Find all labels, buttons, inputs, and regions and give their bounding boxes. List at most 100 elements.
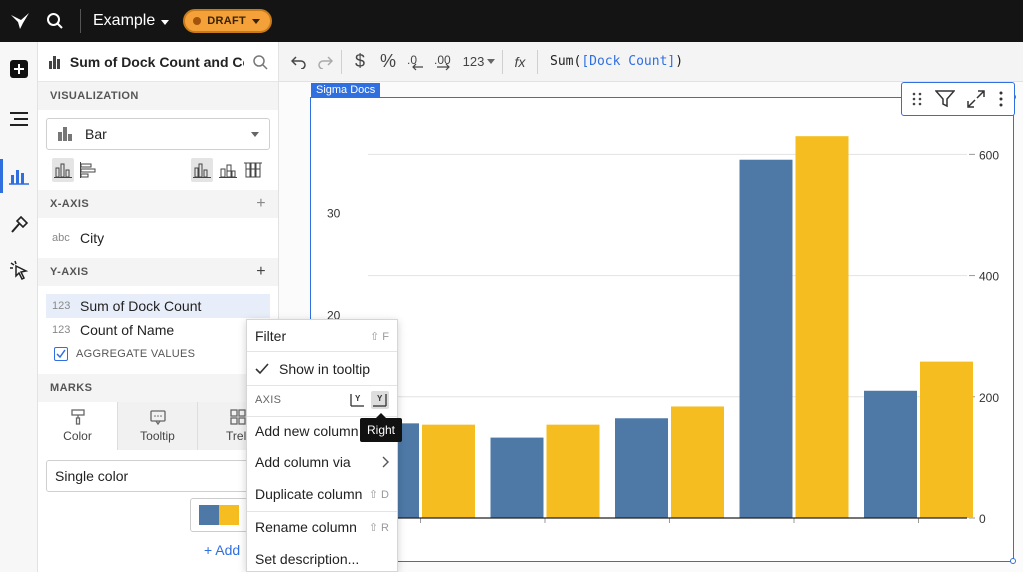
tab-tooltip[interactable]: Tooltip xyxy=(118,402,198,450)
panel-title: Sum of Dock Count and Co... xyxy=(69,53,245,70)
status-badge-label: DRAFT xyxy=(207,15,247,27)
fx-icon: fx xyxy=(514,53,526,70)
menu-item-label: Add column via xyxy=(255,454,351,470)
divider xyxy=(502,49,503,74)
formula-function: Sum( xyxy=(550,54,582,69)
chevron-down-icon xyxy=(161,19,170,25)
axis-label: AXIS xyxy=(255,394,282,406)
number-format-dropdown[interactable]: 123 xyxy=(460,42,498,82)
swatch-series1 xyxy=(199,505,219,525)
search-icon[interactable] xyxy=(40,0,70,42)
y-axis-field[interactable]: 123 Sum of Dock Count xyxy=(46,294,270,318)
outline-icon[interactable] xyxy=(0,102,38,136)
divider xyxy=(537,49,538,74)
element-tag: Sigma Docs xyxy=(311,83,381,98)
left-axis-tick-label: 30 xyxy=(327,207,341,221)
bar xyxy=(864,390,917,518)
increase-decimals-icon[interactable]: .00 xyxy=(430,42,460,82)
active-indicator xyxy=(0,159,3,193)
chevron-down-icon xyxy=(251,131,259,137)
bar xyxy=(739,159,793,518)
filter-icon[interactable] xyxy=(934,90,955,108)
checkmark-icon xyxy=(255,363,269,375)
trellis-icon xyxy=(229,409,246,425)
field-name: Sum of Dock Count xyxy=(80,298,202,314)
swatch-series2 xyxy=(219,505,239,525)
more-options-icon[interactable] xyxy=(998,91,1004,107)
chart-type-value: Bar xyxy=(85,126,107,142)
menu-item-filter[interactable]: Filter ⇧ F xyxy=(247,322,397,350)
formula-toolbar: $ % .0 .00 123 fx Sum([Dock Count]) xyxy=(279,42,1023,82)
vertical-bars-icon[interactable] xyxy=(52,158,74,182)
bar xyxy=(615,418,668,518)
x-axis-field[interactable]: abc City xyxy=(38,218,278,258)
decrease-decimals-icon[interactable]: .0 xyxy=(402,42,430,82)
document-title[interactable]: Example xyxy=(93,12,170,30)
menu-item-label: Set description... xyxy=(255,551,360,567)
color-mode-value: Single color xyxy=(55,468,129,484)
left-axis-icon[interactable]: Y xyxy=(349,392,365,408)
add-color-link[interactable]: + Add xyxy=(204,542,241,558)
checkbox-checked-icon[interactable] xyxy=(54,347,68,361)
redo-icon[interactable] xyxy=(313,42,337,82)
status-badge[interactable]: DRAFT xyxy=(183,9,273,33)
menu-item-add-new-column[interactable]: Add new column xyxy=(247,417,397,445)
expand-icon[interactable] xyxy=(967,90,985,108)
menu-item-label: Show in tooltip xyxy=(279,361,371,377)
text-type-icon: abc xyxy=(52,232,70,244)
sigma-logo-icon[interactable] xyxy=(0,0,40,42)
shortcut-hint: ⇧ D xyxy=(368,488,389,501)
undo-icon[interactable] xyxy=(285,42,313,82)
actions-cursor-icon[interactable] xyxy=(0,253,38,287)
percent-stacked-bars-icon[interactable] xyxy=(242,158,264,182)
field-name: Count of Name xyxy=(80,322,175,338)
chart-config-icon[interactable] xyxy=(0,159,38,193)
menu-item-label: Duplicate column xyxy=(255,486,363,502)
panel-header: Sum of Dock Count and Co... xyxy=(38,42,278,82)
currency-format-icon[interactable]: $ xyxy=(354,51,365,71)
menu-item-show-in-tooltip[interactable]: Show in tooltip xyxy=(247,355,397,383)
aggregate-label: AGGREGATE VALUES xyxy=(76,348,196,360)
chevron-down-icon xyxy=(252,18,261,24)
add-element-icon[interactable] xyxy=(0,52,38,86)
add-y-axis-icon[interactable]: + xyxy=(256,263,266,280)
color-swatch[interactable] xyxy=(190,498,248,532)
drag-handle-icon[interactable] xyxy=(912,91,922,107)
format-brush-icon[interactable] xyxy=(0,208,38,242)
formula-input[interactable]: Sum([Dock Count]) xyxy=(550,54,683,69)
section-label: VISUALIZATION xyxy=(50,90,139,102)
percent-format-icon[interactable]: % xyxy=(379,51,396,71)
bar-chart-icon xyxy=(58,127,72,141)
tab-color[interactable]: Color xyxy=(38,402,118,450)
right-axis-icon[interactable]: Y xyxy=(371,391,389,409)
svg-text:.0: .0 xyxy=(407,53,417,67)
bar xyxy=(795,136,849,518)
bar xyxy=(422,424,475,518)
right-axis-tick-label: 400 xyxy=(979,270,999,284)
shortcut-hint: ⇧ R xyxy=(368,521,389,534)
tooltip-icon xyxy=(149,410,166,425)
status-dot-icon xyxy=(193,17,202,25)
menu-item-set-description[interactable]: Set description... xyxy=(247,545,397,572)
add-label: Add xyxy=(215,542,241,558)
right-axis-tick-label: 600 xyxy=(979,148,999,162)
menu-item-add-column-via[interactable]: Add column via xyxy=(247,448,397,476)
aggregate-values-toggle[interactable]: AGGREGATE VALUES xyxy=(38,342,278,366)
search-icon[interactable] xyxy=(252,54,268,70)
grouped-bars-icon[interactable] xyxy=(191,158,213,182)
stacked-bars-icon[interactable] xyxy=(217,158,239,182)
menu-item-rename-column[interactable]: Rename column ⇧ R xyxy=(247,513,397,541)
chart-type-select[interactable]: Bar xyxy=(46,118,270,150)
svg-text:.00: .00 xyxy=(434,53,451,67)
resize-handle[interactable] xyxy=(1010,558,1016,564)
add-x-axis-icon[interactable]: + xyxy=(256,195,266,212)
bar xyxy=(546,424,600,518)
y-axis-field[interactable]: 123 Count of Name xyxy=(38,318,278,342)
horizontal-bars-icon[interactable] xyxy=(78,158,100,182)
menu-divider xyxy=(247,385,397,386)
element-panel: Sum of Dock Count and Co... VISUALIZATIO… xyxy=(38,42,279,572)
svg-text:Y: Y xyxy=(355,394,361,403)
divider xyxy=(341,49,342,74)
color-mode-select[interactable]: Single color xyxy=(46,460,270,492)
menu-item-duplicate-column[interactable]: Duplicate column ⇧ D xyxy=(247,480,397,508)
